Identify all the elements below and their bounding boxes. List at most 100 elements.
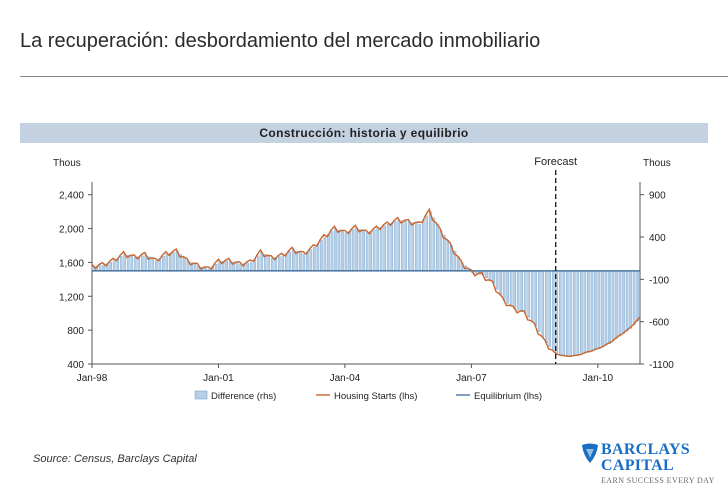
difference-bar	[133, 257, 137, 272]
difference-bar	[292, 249, 295, 272]
difference-bar	[615, 270, 618, 339]
difference-bar	[235, 262, 239, 272]
difference-bar	[527, 270, 530, 318]
difference-bar	[362, 230, 365, 272]
difference-bar	[509, 270, 513, 307]
difference-bar	[443, 235, 446, 272]
difference-bar	[309, 249, 313, 272]
left-tick-label: 400	[67, 360, 84, 371]
title-divider	[20, 76, 728, 77]
difference-bar	[320, 240, 323, 272]
x-tick-label: Jan-01	[203, 373, 234, 384]
difference-bar	[281, 255, 285, 272]
right-tick-label: -600	[649, 318, 669, 329]
difference-bar	[544, 270, 548, 344]
difference-bar	[162, 256, 165, 272]
difference-bar	[267, 256, 271, 272]
difference-bar	[414, 223, 418, 272]
difference-bar	[636, 270, 639, 322]
difference-bar	[559, 270, 562, 355]
difference-bar	[422, 219, 425, 272]
difference-bar	[580, 270, 583, 355]
difference-bar	[330, 231, 334, 272]
difference-bar	[404, 221, 408, 272]
difference-bar	[411, 222, 415, 272]
difference-bar	[608, 270, 611, 344]
difference-bar	[372, 229, 376, 272]
difference-bar	[334, 228, 337, 272]
difference-bar	[520, 270, 523, 312]
difference-bar	[151, 258, 155, 272]
difference-bar	[140, 255, 144, 272]
difference-bar	[495, 270, 499, 290]
left-tick-label: 800	[67, 326, 84, 337]
difference-bar	[604, 270, 608, 346]
difference-bar	[629, 270, 632, 329]
difference-bar	[130, 256, 134, 272]
difference-bar	[562, 270, 566, 356]
difference-bar	[288, 251, 292, 272]
difference-bar	[566, 270, 569, 357]
difference-bar	[432, 217, 436, 272]
difference-bar	[341, 231, 344, 272]
difference-bar	[516, 270, 520, 311]
left-tick-label: 2,400	[59, 191, 84, 202]
difference-bar	[249, 262, 253, 272]
difference-bar	[502, 270, 506, 301]
difference-bar	[534, 270, 538, 327]
right-axis-unit: Thous	[643, 158, 671, 169]
legend-swatch-difference	[194, 390, 208, 400]
forecast-label: Forecast	[534, 156, 577, 168]
logo-line1: BARCLAYS	[601, 441, 690, 458]
difference-bar	[355, 227, 358, 272]
difference-bar	[98, 265, 102, 272]
difference-bar	[397, 219, 401, 272]
difference-bar	[369, 231, 372, 272]
difference-bar	[316, 243, 320, 272]
difference-bar	[551, 270, 555, 351]
difference-bar	[239, 263, 242, 272]
difference-bar	[573, 270, 576, 357]
housing-starts-line	[91, 207, 641, 358]
difference-bar	[295, 250, 299, 272]
difference-bar	[537, 270, 541, 332]
difference-bar	[618, 270, 622, 337]
difference-bar	[365, 232, 369, 272]
difference-bar	[530, 270, 534, 322]
difference-bar	[193, 263, 197, 272]
eagle-logo-icon	[582, 443, 598, 463]
difference-bar	[429, 211, 432, 272]
difference-bar	[601, 270, 604, 348]
difference-bar	[358, 229, 362, 272]
difference-bar	[109, 261, 112, 272]
difference-bar	[425, 215, 429, 272]
x-tick-label: Jan-04	[330, 373, 361, 384]
difference-bar	[218, 261, 221, 272]
difference-bar	[407, 221, 411, 272]
difference-bar	[270, 257, 274, 272]
difference-bar	[548, 270, 552, 347]
difference-bar	[506, 270, 509, 304]
difference-bar	[576, 270, 580, 356]
difference-bar	[155, 260, 158, 272]
slide-title: La recuperación: desbordamiento del merc…	[20, 30, 541, 52]
difference-bar	[418, 224, 422, 272]
left-axis-unit: Thous	[53, 158, 81, 169]
legend-label-difference: Difference (rhs)	[211, 391, 276, 402]
difference-bar	[597, 270, 601, 349]
difference-bar	[379, 226, 383, 272]
difference-bar	[277, 256, 281, 272]
difference-bar	[260, 252, 264, 272]
difference-bar	[513, 270, 516, 310]
difference-bar	[327, 234, 330, 272]
difference-bar	[376, 228, 379, 272]
difference-bar	[302, 253, 306, 272]
difference-bar	[383, 225, 386, 272]
difference-bar	[625, 270, 629, 332]
source-note: Source: Census, Barclays Capital	[33, 453, 197, 465]
difference-bar	[590, 270, 594, 352]
difference-bar	[183, 257, 186, 272]
difference-bar	[587, 270, 590, 353]
difference-bar	[225, 260, 228, 272]
